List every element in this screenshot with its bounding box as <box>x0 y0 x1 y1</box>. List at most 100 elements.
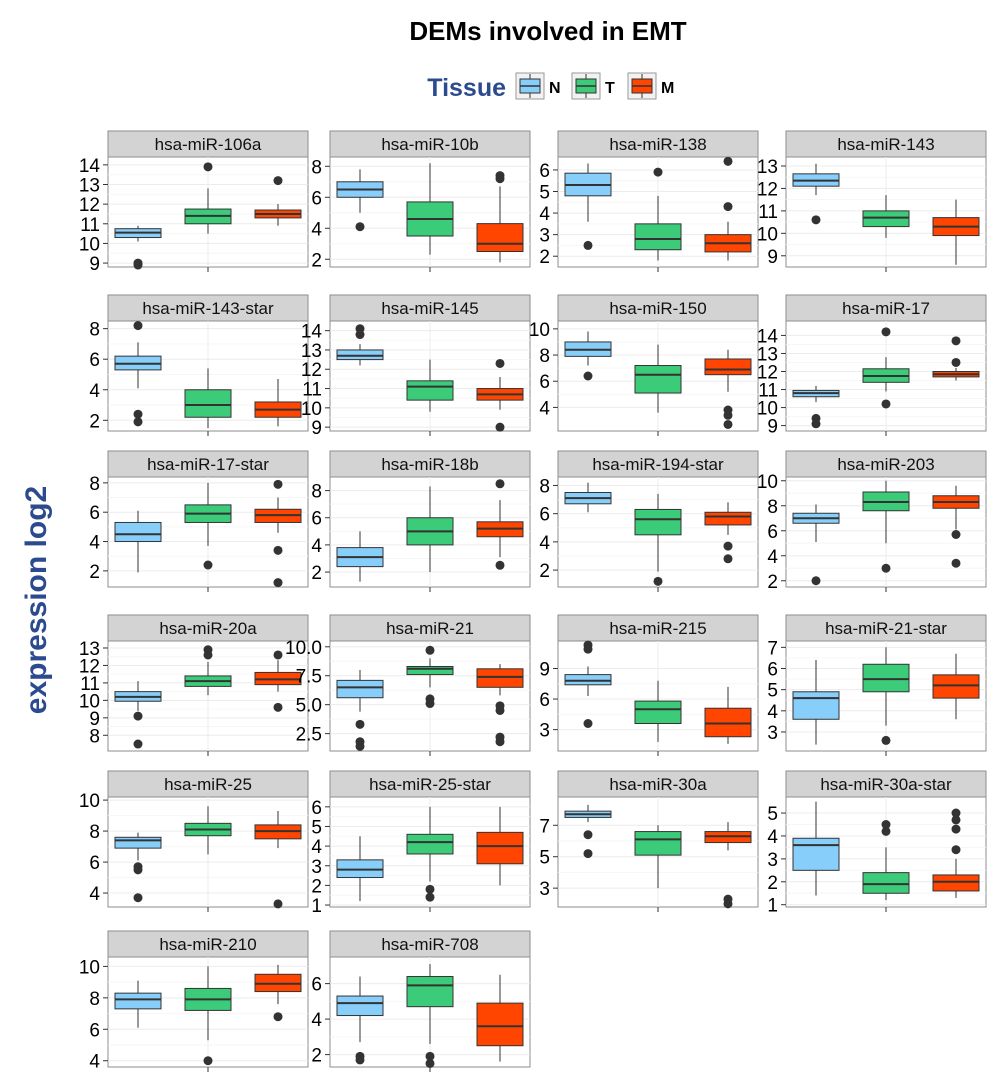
box-body <box>476 223 524 253</box>
y-tick-label: 6 <box>767 660 778 681</box>
y-tick-label: 5.0 <box>296 696 322 717</box>
panel-hsa-miR-18b: hsa-miR-18b 2 4 6 8 <box>311 450 531 592</box>
panel-strip <box>107 294 309 322</box>
box-N <box>336 976 384 1065</box>
outlier-point <box>723 202 733 212</box>
outlier-point <box>951 530 961 539</box>
outlier-point <box>133 893 143 903</box>
panel-strip-label: hsa-miR-106a <box>155 135 262 154</box>
box-body <box>564 674 612 686</box>
y-tick-label: 11 <box>758 202 778 223</box>
panel-strip-label: hsa-miR-25-star <box>369 775 491 794</box>
y-tick-label: 12 <box>79 656 100 677</box>
box-M <box>254 379 302 427</box>
panel-hsa-miR-194-star: hsa-miR-194-star 2 4 6 8 <box>539 450 759 592</box>
outlier-point <box>133 417 143 427</box>
y-tick-label: 6 <box>89 853 100 874</box>
panel-strip-label: hsa-miR-150 <box>609 299 706 318</box>
outlier-point <box>425 699 435 709</box>
y-tick-label: 8 <box>89 474 100 495</box>
outlier-point <box>951 808 961 818</box>
box-body <box>704 707 752 738</box>
y-tick-label: 4 <box>89 381 100 402</box>
panel-strip-label: hsa-miR-215 <box>609 619 706 638</box>
box-M <box>932 199 980 265</box>
panel-hsa-miR-708: hsa-miR-708 2 4 6 <box>311 930 531 1072</box>
outlier-point <box>273 578 283 588</box>
y-tick-label: 2 <box>311 1046 322 1067</box>
y-tick-label: 9 <box>89 709 100 730</box>
y-tick-label: 9 <box>311 418 322 439</box>
panel-strip-label: hsa-miR-30a <box>609 775 707 794</box>
y-tick-label: 8 <box>89 726 100 747</box>
box-body <box>406 976 454 1008</box>
outlier-point <box>881 399 891 409</box>
panel-hsa-miR-30a: hsa-miR-30a 3 5 7 <box>539 770 759 912</box>
y-tick-label: 3 <box>539 879 550 900</box>
y-tick-label: 10 <box>79 957 100 978</box>
box-N <box>336 669 384 751</box>
y-tick-label: 3 <box>767 850 778 871</box>
panel-hsa-miR-17-star: hsa-miR-17-star 2 4 6 8 <box>89 450 309 592</box>
y-tick-label: 3 <box>311 857 322 878</box>
y-tick-label: 2 <box>311 876 322 897</box>
outlier-point <box>133 258 143 268</box>
legend-label-N: N <box>549 80 561 97</box>
y-tick-label: 2 <box>767 572 778 593</box>
panel-strip-label: hsa-miR-18b <box>381 455 478 474</box>
box-M <box>476 479 524 570</box>
y-tick-label: 2 <box>767 873 778 894</box>
panel-strip-label: hsa-miR-10b <box>381 135 478 154</box>
outlier-point <box>495 705 505 715</box>
y-tick-label: 8 <box>89 822 100 843</box>
box-T <box>406 806 454 902</box>
y-tick-label: 5 <box>311 817 322 838</box>
panel-strip-label: hsa-miR-203 <box>837 455 934 474</box>
outlier-point <box>425 884 435 894</box>
y-tick-label: 8 <box>311 157 322 178</box>
box-body <box>336 995 384 1017</box>
box-body <box>862 663 910 693</box>
outlier-point <box>355 741 365 751</box>
y-tick-label: 2 <box>539 247 550 268</box>
outlier-point <box>495 422 505 432</box>
outlier-point <box>583 371 593 381</box>
y-tick-label: 6 <box>311 188 322 209</box>
box-N <box>792 660 840 745</box>
box-body <box>862 210 910 228</box>
box-M <box>932 336 980 381</box>
outlier-point <box>583 644 593 654</box>
box-M <box>254 176 302 226</box>
y-tick-label: 10 <box>757 472 778 493</box>
box-N <box>114 681 162 749</box>
box-T <box>406 486 454 573</box>
y-tick-label: 3 <box>539 721 550 742</box>
outlier-point <box>951 357 961 367</box>
panel-strip <box>785 614 987 642</box>
outlier-point <box>881 826 891 836</box>
panel-strip-label: hsa-miR-17-star <box>147 455 269 474</box>
box-M <box>704 502 752 564</box>
box-T <box>406 163 454 255</box>
outlier-point <box>133 739 143 749</box>
box-M <box>254 964 302 1022</box>
box-N <box>114 225 162 270</box>
box-N <box>792 801 840 896</box>
box-body <box>634 223 682 251</box>
panel-strip-label: hsa-miR-138 <box>609 135 706 154</box>
box-M <box>476 806 524 886</box>
box-N <box>114 321 162 427</box>
panel-strip-label: hsa-miR-708 <box>381 935 478 954</box>
outlier-point <box>495 171 505 181</box>
box-T <box>862 195 910 238</box>
legend-title: Tissue <box>427 74 506 102</box>
box-N <box>336 836 384 902</box>
box-T <box>406 359 454 412</box>
box-N <box>336 169 384 232</box>
box-body <box>634 508 682 536</box>
box-T <box>862 327 910 409</box>
outlier-point <box>723 541 733 551</box>
panel-strip <box>329 614 531 642</box>
y-tick-label: 12 <box>79 195 100 216</box>
